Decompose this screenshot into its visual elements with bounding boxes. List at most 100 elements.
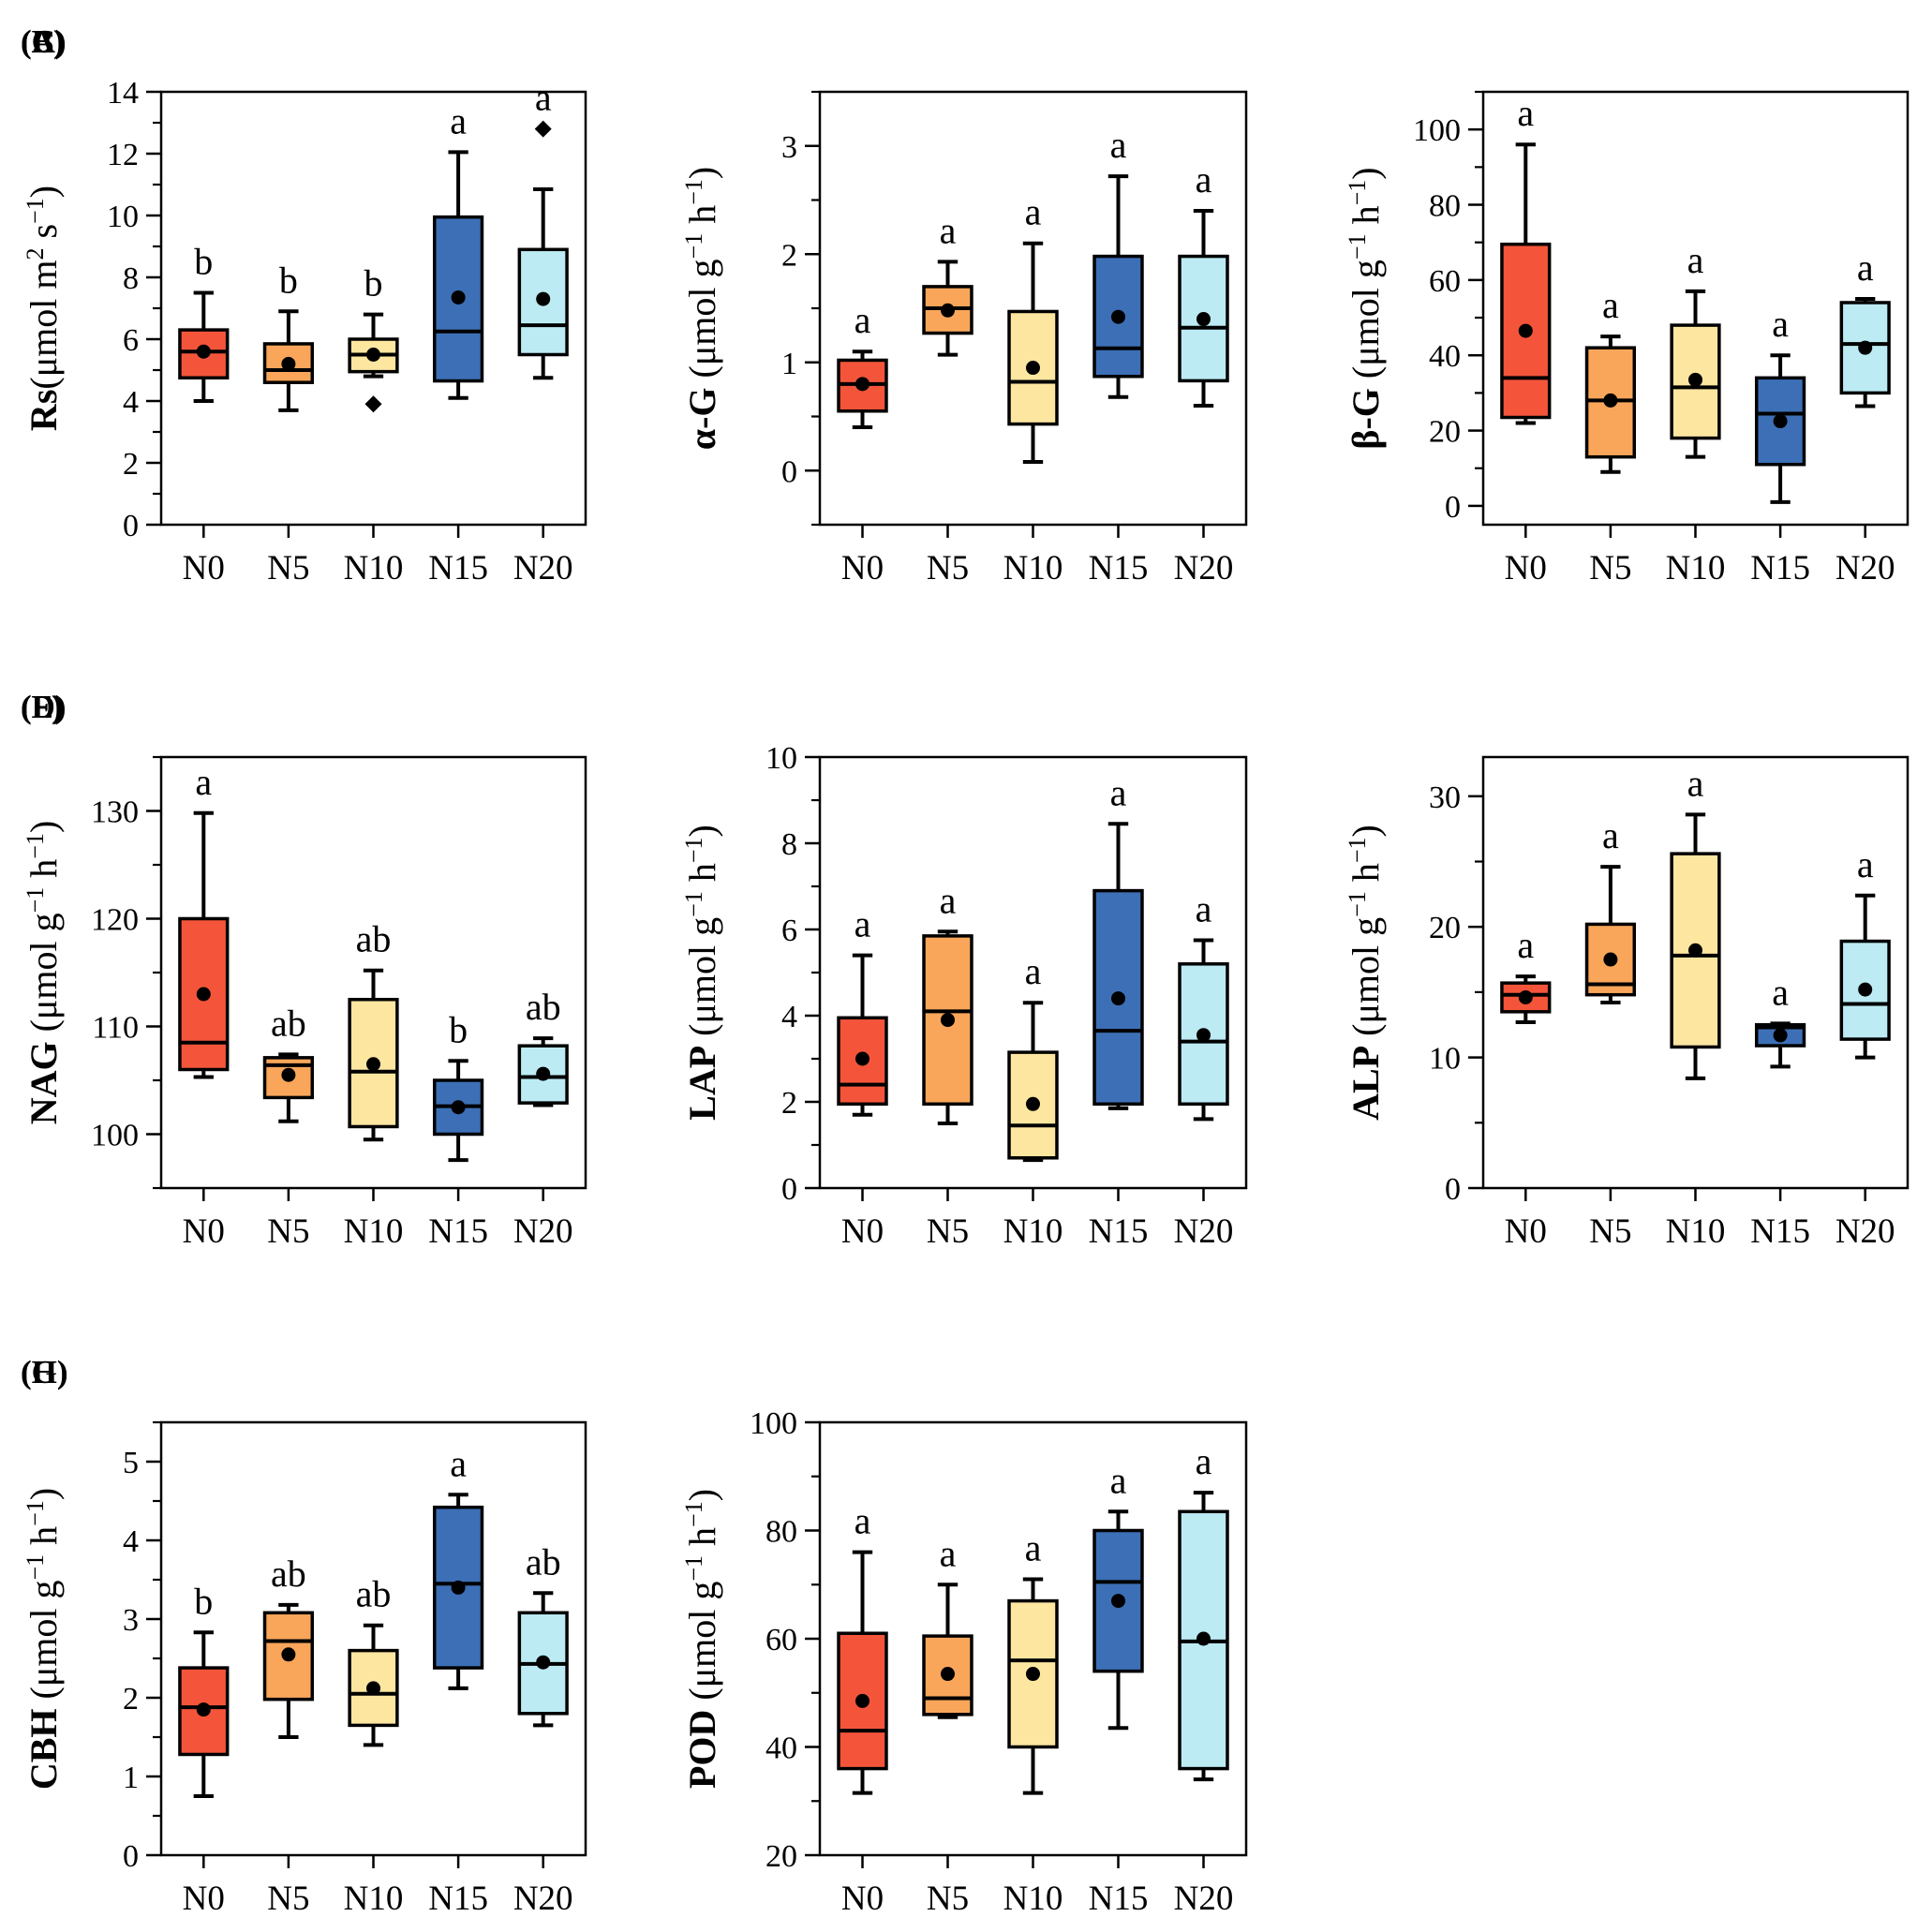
mean-point — [855, 377, 869, 392]
box-n15: a — [1092, 1459, 1144, 1731]
y-tick-label: 2 — [123, 447, 139, 482]
y-tick-label: 3 — [781, 130, 797, 165]
x-tick-label-n5: N5 — [267, 1212, 309, 1251]
x-tick-label-n5: N5 — [927, 1880, 969, 1918]
box-iqr — [178, 1666, 230, 1757]
significance-letter: a — [1602, 284, 1619, 326]
panel-label: (F) — [21, 689, 63, 725]
box-n0: b — [178, 1580, 230, 1798]
significance-letter: ab — [526, 1540, 561, 1583]
y-tick-label: 8 — [123, 261, 139, 296]
mean-point — [855, 1693, 869, 1708]
panel-label: (H) — [21, 1354, 68, 1390]
x-tick-label-n10: N10 — [1666, 1212, 1726, 1251]
significance-letter: a — [450, 99, 467, 141]
y-axis-label: Rs(μmol m2 s−1) — [22, 186, 65, 431]
significance-letter: ab — [526, 986, 561, 1028]
significance-letter: a — [1196, 158, 1212, 201]
mean-point — [1603, 393, 1618, 408]
x-tick-label-n15: N15 — [428, 1880, 488, 1918]
x-tick-label-n0: N0 — [183, 1212, 225, 1251]
mean-point — [196, 1702, 211, 1717]
panel-label: (C) — [21, 23, 67, 60]
box-n10: a — [1007, 1526, 1059, 1795]
x-tick-label-n10: N10 — [1666, 549, 1726, 587]
x-tick-label-n15: N15 — [1089, 1880, 1149, 1918]
significance-letter: ab — [271, 1553, 306, 1595]
x-tick-label-n0: N0 — [1505, 549, 1547, 587]
significance-letter: b — [449, 1008, 468, 1050]
y-tick-label: 0 — [123, 1839, 139, 1874]
y-tick-label: 10 — [107, 200, 139, 234]
panel-g: (G) 0 1 2 3 4 5 CBH (μmol g−1 h−1) N0 N5 N10 N15 N20… — [21, 1354, 587, 1918]
significance-letter: a — [1602, 814, 1619, 856]
box-n10: b — [348, 262, 399, 413]
mean-point — [536, 291, 551, 306]
significance-letter: a — [855, 1500, 871, 1542]
box-n5: ab — [262, 1002, 315, 1123]
significance-letter: a — [1110, 124, 1127, 166]
x-tick-label-n10: N10 — [344, 1212, 404, 1251]
y-tick-label: 2 — [781, 238, 797, 273]
significance-letter: a — [855, 903, 871, 945]
mean-point — [1026, 1096, 1040, 1111]
y-tick-label: 1 — [123, 1761, 139, 1795]
significance-letter: b — [279, 259, 298, 301]
box-n5: a — [1584, 814, 1637, 1005]
box-n10: a — [1007, 191, 1059, 465]
x-tick-label-n5: N5 — [927, 1212, 969, 1251]
box-n10: ab — [348, 1573, 399, 1747]
box-n0: a — [1500, 92, 1552, 425]
significance-letter: a — [195, 761, 212, 803]
box-n20: a — [1178, 888, 1229, 1122]
significance-letter: b — [194, 241, 213, 283]
box-n20: ab — [517, 986, 569, 1107]
panel-d: (D) 100 110 120 130 NAG (μmol g−1 h−1) N0 N5 N10… — [21, 689, 587, 1251]
mean-point — [366, 1681, 380, 1696]
y-tick-label: 5 — [123, 1446, 139, 1480]
y-tick-label: 0 — [1445, 490, 1461, 525]
box-n5: a — [922, 209, 973, 357]
y-tick-label: 4 — [781, 1000, 797, 1034]
box-n15: a — [432, 99, 484, 400]
y-axis-label: LAP (μmol g−1 h−1) — [680, 825, 723, 1121]
x-tick-label-n5: N5 — [1589, 549, 1631, 587]
y-tick-label: 10 — [765, 741, 797, 776]
y-tick-label: 0 — [781, 1172, 797, 1207]
box-n5: a — [1584, 284, 1637, 474]
y-tick-label: 80 — [1429, 189, 1461, 224]
y-tick-label: 130 — [91, 795, 139, 830]
mean-point — [941, 303, 955, 318]
mean-point — [451, 1100, 466, 1115]
mean-point — [1688, 372, 1702, 387]
y-tick-label: 100 — [91, 1119, 139, 1153]
significance-letter: b — [194, 1580, 213, 1622]
significance-letter: b — [364, 262, 383, 305]
y-tick-label: 0 — [781, 454, 797, 489]
mean-point — [1858, 982, 1873, 997]
significance-letter: a — [1025, 950, 1042, 992]
x-tick-label-n20: N20 — [1174, 1212, 1234, 1251]
box-iqr — [1839, 301, 1891, 395]
y-tick-label: 20 — [1429, 415, 1461, 450]
panel-a: (A) 0 2 4 6 8 10 12 14 Rs(μmol m2 s−1) N0 N5 N10 N15 N… — [21, 23, 587, 587]
mean-point — [366, 348, 380, 362]
mean-point — [281, 1067, 296, 1082]
x-tick-label-n0: N0 — [841, 1880, 884, 1918]
mean-point — [1603, 952, 1618, 967]
box-n15: a — [1754, 303, 1806, 504]
panel-label: (B) — [21, 23, 65, 60]
y-tick-label: 40 — [765, 1731, 797, 1766]
box-n10: a — [1670, 762, 1721, 1080]
y-tick-label: 0 — [123, 509, 139, 543]
box-n20: a — [1839, 843, 1891, 1060]
mean-point — [281, 1647, 296, 1662]
y-tick-label: 1 — [781, 347, 797, 381]
y-axis-label: ALP (μmol g−1 h−1) — [1344, 825, 1387, 1121]
mean-point — [1773, 1028, 1788, 1043]
box-n10: a — [1007, 950, 1059, 1163]
